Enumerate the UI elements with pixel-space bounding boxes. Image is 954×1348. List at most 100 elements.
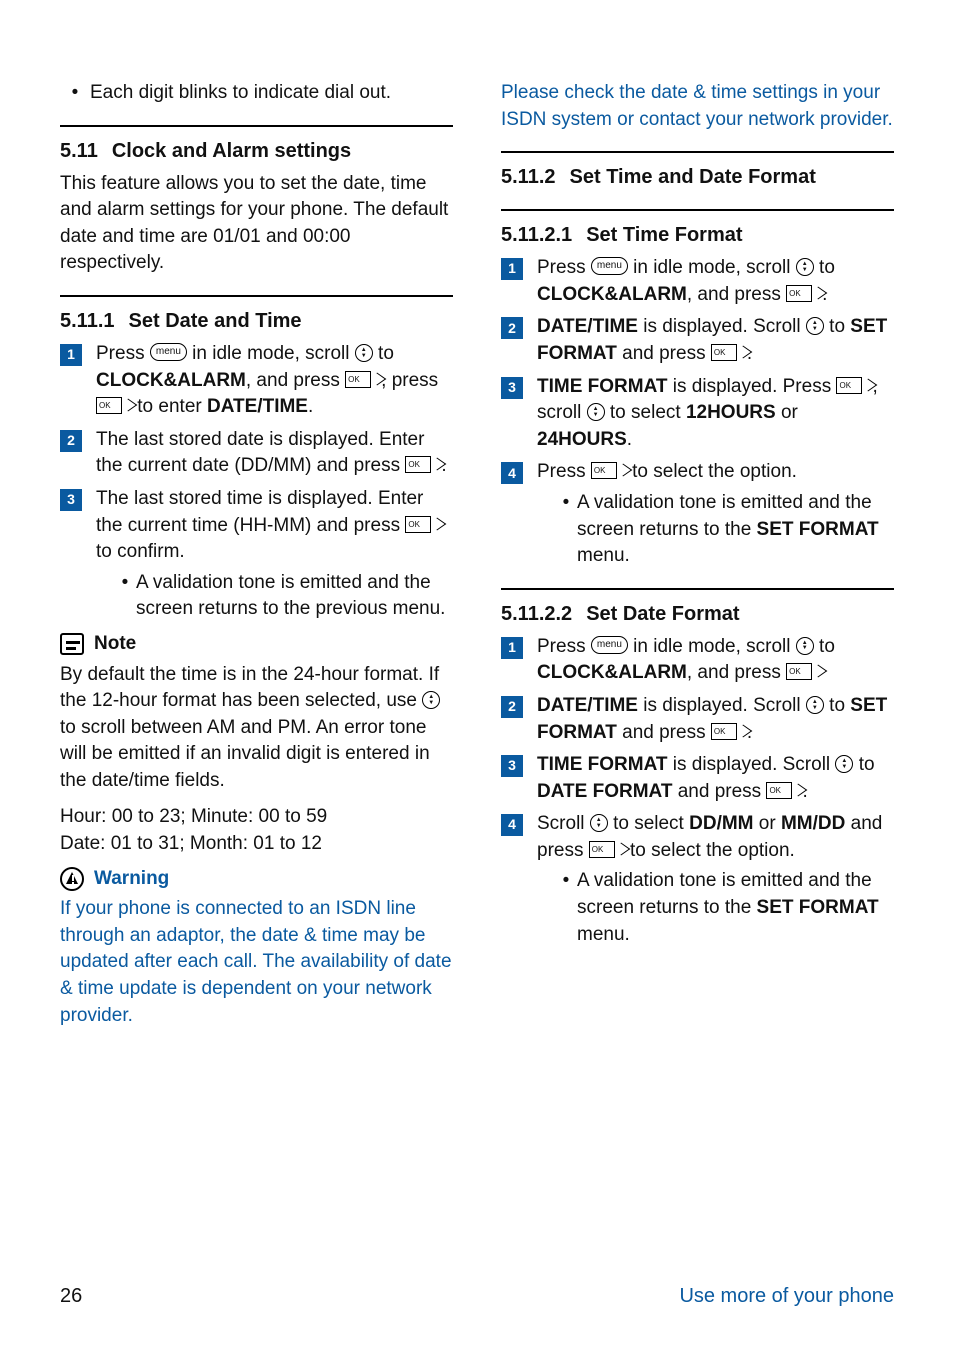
txt: is displayed. Scroll [668,754,836,775]
step-1: 1 Press menu in idle mode, scroll to CLO… [60,341,453,421]
section-5-11-para: This feature allows you to set the date,… [60,171,453,277]
txt-bold: TIME FORMAT [537,376,668,397]
txt: The last stored date is displayed. Enter… [96,429,424,477]
scroll-icon [355,344,373,362]
txt: Press [537,636,591,657]
txt-bold: DATE/TIME [207,396,308,417]
section-number: 5.11.2.1 [501,221,572,249]
warning-icon [60,867,84,891]
section-heading: Set Date and Time [129,310,302,332]
note-hour: Hour: 00 to 23; Minute: 00 to 59 [60,804,453,831]
txt: to confirm. [96,541,185,562]
ok-button-icon [591,462,617,479]
scroll-icon [835,755,853,773]
txt-bold: TIME FORMAT [537,754,668,775]
bullet-dot-icon: • [60,80,90,107]
txt-bold: DATE FORMAT [537,781,672,802]
menu-button-icon: menu [591,257,628,275]
scroll-icon [806,317,824,335]
step-badge-icon: 2 [60,430,82,452]
section-heading: Set Date Format [586,603,739,625]
txt-bold: DATE/TIME [537,316,638,337]
txt-bold: 12HOURS [686,402,776,423]
rule [60,295,453,297]
ok-button-icon [405,516,431,533]
ok-button-icon [711,344,737,361]
txt: The last stored time is displayed. Enter… [96,488,423,536]
scroll-icon [422,691,440,709]
ok-button-icon [96,397,122,414]
txt: to [853,754,874,775]
step-body: Press menu in idle mode, scroll to CLOCK… [537,255,894,308]
section-5-11-title: 5.11Clock and Alarm settings [60,137,453,165]
ok-button-icon [836,377,862,394]
txt: By default the time is in the 24-hour fo… [60,664,439,712]
step-body: DATE/TIME is displayed. Scroll to SET FO… [537,314,894,367]
txt: . [627,429,632,450]
txt: to scroll between AM and PM. An error to… [60,717,430,791]
txt: is displayed. Scroll [638,695,806,716]
section-number: 5.11.2 [501,163,556,191]
txt: menu. [577,545,630,566]
txt: A validation tone is emitted and the scr… [577,868,894,948]
step-2: 2 DATE/TIME is displayed. Scroll to SET … [501,314,894,367]
warning-label: Warning [94,866,169,893]
scroll-icon [796,258,814,276]
txt: or [776,402,798,423]
txt: , and press [687,284,786,305]
step-body: Press menu in idle mode, scroll to CLOCK… [96,341,453,421]
txt: Press [96,343,150,364]
section-heading: Set Time Format [586,224,742,246]
note-row: Note [60,631,453,658]
step-2: 2 The last stored date is displayed. Ent… [60,427,453,480]
txt: to [814,636,835,657]
step-3: 3 TIME FORMAT is displayed. Scroll to DA… [501,752,894,805]
note-label: Note [94,631,136,658]
step-badge-icon: 2 [501,696,523,718]
txt: Press [537,461,591,482]
ok-button-icon [589,841,615,858]
step-body: The last stored time is displayed. Enter… [96,486,453,623]
txt: and press [672,781,766,802]
scroll-icon [796,637,814,655]
warning-text: If your phone is connected to an ISDN li… [60,896,453,1029]
step-badge-icon: 3 [501,755,523,777]
menu-button-icon: menu [591,636,628,654]
section-5-11-2-1-title: 5.11.2.1 Set Time Format [501,221,894,249]
txt-bold: DATE/TIME [537,695,638,716]
txt-bold: DD/MM [689,813,753,834]
step-3: 3 TIME FORMAT is displayed. Press , scro… [501,374,894,454]
scroll-icon [587,403,605,421]
txt: , press [381,370,438,391]
txt: to [824,316,850,337]
txt-bold: SET FORMAT [757,519,879,540]
rule [501,151,894,153]
step-badge-icon: 4 [501,814,523,836]
txt: to select [605,402,686,423]
step-body: DATE/TIME is displayed. Scroll to SET FO… [537,693,894,746]
section-number: 5.11.1 [60,307,115,335]
txt: to enter [132,396,207,417]
txt: to [373,343,394,364]
step-1: 1 Press menu in idle mode, scroll to CLO… [501,634,894,687]
txt: Scroll [537,813,590,834]
txt: to select the option. [627,461,797,482]
warning-text-cont: Please check the date & time settings in… [501,80,894,133]
ok-button-icon [786,285,812,302]
ok-button-icon [711,723,737,740]
footer: 26 Use more of your phone [60,1265,894,1308]
txt: to select the option. [625,840,795,861]
txt: A validation tone is emitted and the scr… [577,490,894,570]
menu-button-icon: menu [150,343,187,361]
txt: in idle mode, scroll [628,636,796,657]
section-number: 5.11.2.2 [501,600,572,628]
txt-bold: SET FORMAT [757,897,879,918]
columns: • Each digit blinks to indicate dial out… [60,80,894,1265]
step-badge-icon: 2 [501,317,523,339]
step-body: TIME FORMAT is displayed. Scroll to DATE… [537,752,894,805]
step-body: Scroll to select DD/MM or MM/DD and pres… [537,811,894,948]
txt-bold: CLOCK&ALARM [96,370,246,391]
footer-label: Use more of your phone [679,1285,894,1308]
note-icon [60,633,84,655]
step-body: The last stored date is displayed. Enter… [96,427,453,480]
